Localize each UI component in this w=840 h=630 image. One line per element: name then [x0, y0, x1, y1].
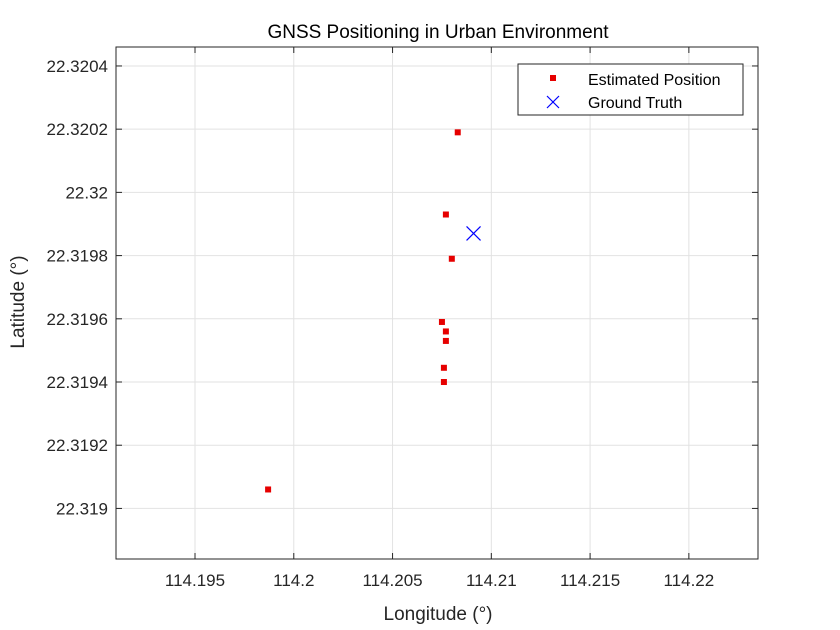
- estimated-position-point: [440, 379, 447, 386]
- x-tick-label: 114.195: [165, 571, 225, 590]
- y-tick-label: 22.3192: [47, 436, 108, 455]
- estimated-position-point: [454, 129, 461, 136]
- legend-label-estimated-position: Estimated Position: [588, 72, 721, 89]
- x-tick-label: 114.22: [663, 571, 714, 590]
- y-tick-label: 22.3194: [47, 373, 108, 392]
- x-tick-label: 114.2: [273, 571, 314, 590]
- y-axis-label: Latitude (°): [8, 255, 29, 348]
- y-tick-label: 22.3202: [47, 120, 108, 139]
- x-tick-label: 114.21: [466, 571, 517, 590]
- estimated-position-point: [442, 211, 449, 218]
- estimated-position-point: [438, 318, 445, 325]
- y-tick-label: 22.319: [56, 499, 108, 518]
- legend-marker-estimated-position: [550, 75, 556, 81]
- legend-box: [517, 63, 744, 116]
- estimated-position-point: [448, 255, 455, 262]
- y-tick-label: 22.32: [65, 183, 108, 202]
- estimated-position-point: [440, 364, 447, 371]
- x-axis-label: Longitude (°): [384, 604, 493, 625]
- grid-lines: [116, 47, 758, 559]
- legend-marker-ground-truth: [546, 95, 560, 109]
- data-points: [265, 129, 481, 493]
- x-tick-label: 114.215: [560, 571, 620, 590]
- plot-area: [115, 46, 759, 560]
- y-tick-label: 22.3196: [47, 310, 108, 329]
- y-tick-label: 22.3204: [47, 57, 108, 76]
- y-tick-label: 22.3198: [47, 247, 108, 266]
- legend: Estimated Position Ground Truth: [517, 63, 744, 116]
- estimated-position-point: [442, 328, 449, 335]
- estimated-position-point: [442, 337, 449, 344]
- ground-truth-point: [466, 226, 481, 241]
- chart-title: GNSS Positioning in Urban Environment: [267, 22, 609, 43]
- x-tick-label: 114.205: [362, 571, 422, 590]
- legend-label-ground-truth: Ground Truth: [588, 95, 682, 112]
- estimated-position-point: [265, 486, 272, 493]
- axis-ticks: 114.195 114.2 114.205 114.21 114.215 114.22 22…: [47, 47, 758, 590]
